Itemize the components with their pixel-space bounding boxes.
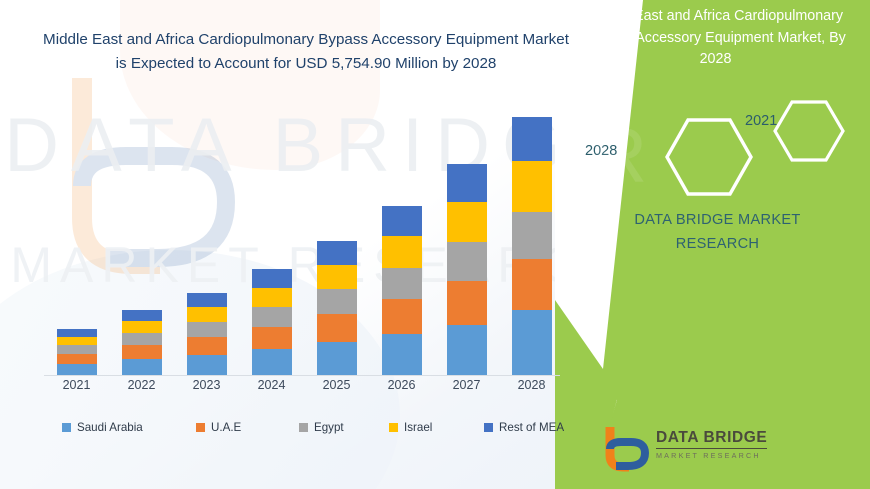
- bar-group-2022: [121, 309, 162, 375]
- bar-segment-saudi-arabia-2023: [186, 354, 227, 375]
- right-panel-brand-text: DATA BRIDGE MARKET RESEARCH: [575, 208, 860, 256]
- chart-panel: DATA BRIDGE MARKET RESEARCH Middle East …: [0, 0, 600, 489]
- bar-segment-israel-2023: [186, 307, 227, 323]
- brand-text-line-2: RESEARCH: [675, 236, 760, 253]
- bar-segment-israel-2021: [56, 336, 97, 346]
- x-axis-label-2026: 2026: [387, 378, 416, 392]
- x-axis-labels: 2021 2022 2023 2024 2025 2026 2027 2028: [40, 378, 560, 400]
- chart-title: Middle East and Africa Cardiopulmonary B…: [43, 31, 569, 72]
- brand-logo-mark-icon: [605, 427, 650, 472]
- green-panel-shape: [555, 0, 870, 489]
- brand-text-line-1: DATA BRIDGE MARKET: [634, 212, 801, 228]
- brand-logo-name: DATA BRIDGE: [656, 429, 768, 449]
- bar-segment-saudi-arabia-2021: [56, 363, 97, 375]
- hexagon-label-2028: 2028: [585, 143, 618, 159]
- bar-group-2023: [186, 293, 227, 375]
- legend-item-israel[interactable]: Israel: [389, 421, 432, 434]
- bar-segment-rest-of-mea-2021: [56, 328, 97, 337]
- bar-segment-u-a-e-2027: [446, 281, 487, 325]
- bar-segment-israel-2026: [381, 236, 422, 269]
- hexagon-2028-icon: [665, 118, 753, 196]
- bar-segment-israel-2028: [511, 161, 552, 213]
- x-axis-label-2021: 2021: [62, 378, 91, 392]
- bar-segment-egypt-2026: [381, 268, 422, 299]
- bar-segment-rest-of-mea-2026: [381, 205, 422, 237]
- legend-item-u-a-e[interactable]: U.A.E: [196, 421, 241, 434]
- right-panel-title: Middle East and Africa Cardiopulmonary B…: [585, 8, 846, 68]
- x-axis-line: [44, 375, 560, 376]
- x-axis-label-2027: 2027: [452, 378, 481, 392]
- x-axis-label-2022: 2022: [127, 378, 156, 392]
- bar-segment-rest-of-mea-2025: [316, 241, 357, 266]
- legend-label: Egypt: [314, 420, 344, 434]
- bar-group-2026: [381, 205, 422, 375]
- x-axis-label-2023: 2023: [192, 378, 221, 392]
- legend-item-rest-of-mea[interactable]: Rest of MEA: [484, 421, 564, 434]
- bar-group-2028: [511, 116, 552, 375]
- x-axis-label-2025: 2025: [322, 378, 351, 392]
- hexagon-group: [665, 100, 845, 196]
- legend-swatch-icon: [299, 422, 308, 432]
- bar-segment-u-a-e-2021: [56, 353, 97, 364]
- bar-segment-egypt-2028: [511, 212, 552, 259]
- bar-group-2024: [251, 269, 292, 375]
- legend-label: U.A.E: [211, 420, 242, 434]
- legend-item-saudi-arabia[interactable]: Saudi Arabia: [62, 421, 143, 434]
- bar-segment-u-a-e-2026: [381, 298, 422, 335]
- legend-label: Rest of MEA: [499, 420, 565, 434]
- bar-segment-u-a-e-2023: [186, 336, 227, 355]
- legend-label: Israel: [404, 420, 433, 434]
- bar-segment-saudi-arabia-2022: [121, 359, 162, 375]
- bar-segment-egypt-2022: [121, 333, 162, 346]
- legend-swatch-icon: [196, 422, 205, 432]
- bar-group-2027: [446, 163, 487, 375]
- bar-segment-rest-of-mea-2023: [186, 293, 227, 308]
- bar-segment-saudi-arabia-2027: [446, 324, 487, 375]
- brand-logo-text: DATA BRIDGE MARKET RESEARCH: [656, 429, 796, 460]
- hexagon-2021-icon: [773, 100, 845, 162]
- bar-segment-saudi-arabia-2026: [381, 334, 422, 375]
- legend-swatch-icon: [62, 422, 71, 432]
- plot-area: [40, 110, 560, 376]
- bar-segment-u-a-e-2028: [511, 258, 552, 310]
- bar-segment-egypt-2023: [186, 322, 227, 337]
- chart-legend: Saudi Arabia U.A.E Egypt Israel Rest of MEA: [44, 415, 564, 439]
- legend-label: Saudi Arabia: [77, 420, 143, 434]
- legend-swatch-icon: [389, 422, 398, 432]
- legend-swatch-icon: [484, 422, 493, 432]
- bar-segment-u-a-e-2022: [121, 345, 162, 360]
- bar-group-2021: [56, 328, 97, 375]
- bar-group-2025: [316, 241, 357, 375]
- bar-segment-saudi-arabia-2024: [251, 348, 292, 375]
- hexagon-label-2021: 2021: [745, 113, 778, 129]
- brand-logo-tagline: MARKET RESEARCH: [656, 451, 761, 460]
- bar-segment-saudi-arabia-2028: [511, 309, 552, 375]
- bar-segment-israel-2024: [251, 287, 292, 308]
- x-axis-label-2028: 2028: [517, 378, 546, 392]
- bar-segment-rest-of-mea-2027: [446, 163, 487, 203]
- bar-segment-israel-2027: [446, 202, 487, 243]
- bar-segment-saudi-arabia-2025: [316, 341, 357, 375]
- bar-segment-u-a-e-2024: [251, 326, 292, 349]
- right-green-panel: BR Middle East and Africa Cardiopulmonar…: [555, 0, 870, 489]
- bar-segment-rest-of-mea-2028: [511, 116, 552, 162]
- bar-segment-israel-2025: [316, 265, 357, 290]
- bar-segment-rest-of-mea-2024: [251, 269, 292, 288]
- bar-segment-egypt-2024: [251, 307, 292, 327]
- legend-item-egypt[interactable]: Egypt: [299, 421, 344, 434]
- bar-segment-egypt-2027: [446, 242, 487, 282]
- bar-segment-u-a-e-2025: [316, 313, 357, 342]
- bar-segment-rest-of-mea-2022: [121, 309, 162, 322]
- bar-segment-israel-2022: [121, 321, 162, 334]
- brand-logo: DATA BRIDGE MARKET RESEARCH: [600, 425, 790, 477]
- bar-segment-egypt-2025: [316, 289, 357, 314]
- bar-segment-egypt-2021: [56, 345, 97, 354]
- x-axis-label-2024: 2024: [257, 378, 286, 392]
